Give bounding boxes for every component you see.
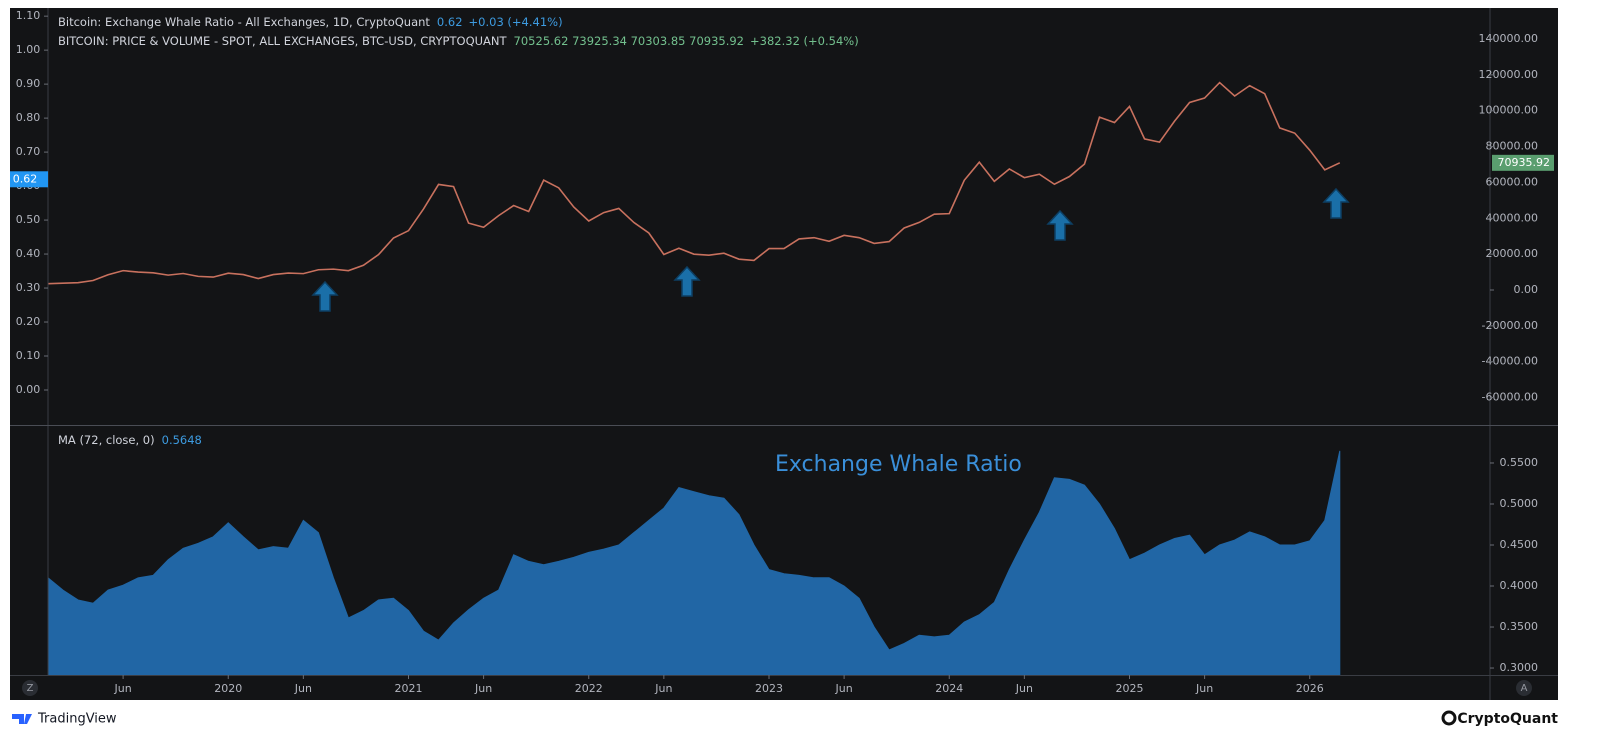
y-tick-label: 0.3000 (1500, 661, 1539, 674)
last-price-label: 70935.92 (1498, 156, 1551, 169)
y-tick-label: 0.00 (16, 383, 41, 396)
logo-icon (1441, 710, 1457, 726)
y2-tick-label: 140000.00 (1479, 32, 1539, 45)
x-tick-label: 2021 (395, 682, 423, 695)
y-tick-label: 0.4000 (1500, 579, 1539, 592)
y-tick-label: 0.50 (16, 213, 41, 226)
arrow (673, 265, 701, 297)
x-tick-label: 2024 (935, 682, 963, 695)
x-tick-label: 2020 (214, 682, 242, 695)
x-tick-label: Jun (835, 682, 853, 695)
y2-tick-label: 100000.00 (1479, 104, 1539, 117)
indicator-change: +0.03 (+4.41%) (469, 15, 563, 29)
button[interactable] (22, 680, 38, 696)
footer-left: TradingView (37, 712, 117, 727)
x-tick-label: Jun (474, 682, 492, 695)
header-line-1: Bitcoin: Exchange Whale Ratio - All Exch… (58, 15, 563, 29)
y-tick-label: 0.5500 (1500, 456, 1539, 469)
ma-value: 0.5648 (162, 433, 202, 447)
y2-tick-label: 60000.00 (1486, 175, 1539, 188)
x-tick-label: 2023 (755, 682, 783, 695)
y-tick-label: 0.30 (16, 281, 41, 294)
indicator-title: Bitcoin: Exchange Whale Ratio - All Exch… (58, 15, 430, 29)
plot-layer (47, 81, 1341, 676)
price-ohlc: 70525.62 73925.34 70303.85 70935.92 (514, 34, 744, 48)
y-tick-label: 0.80 (16, 111, 41, 124)
x-tick-label: Jun (114, 682, 132, 695)
ma-area (47, 450, 1341, 676)
button-label[interactable]: Z (27, 683, 34, 694)
y-tick-label: 0.40 (16, 247, 41, 260)
arrow (1322, 187, 1350, 219)
ma-header: MA (72, close, 0) 0.5648 (58, 433, 202, 447)
y-tick-label: 0.90 (16, 77, 41, 90)
button[interactable] (1516, 680, 1532, 696)
ma-title: MA (72, close, 0) (58, 433, 155, 447)
x-tick-label: 2022 (575, 682, 603, 695)
header-line-2: BITCOIN: PRICE & VOLUME - SPOT, ALL EXCH… (58, 34, 859, 48)
y2-tick-label: 0.00 (1514, 283, 1539, 296)
x-tick-label: 2025 (1116, 682, 1144, 695)
y-tick-label: 0.10 (16, 349, 41, 362)
tradingview-logo (12, 714, 32, 724)
y2-tick-label: 20000.00 (1486, 247, 1539, 260)
cryptoquant-logo (1441, 710, 1457, 726)
price-change: +382.32 (+0.54%) (750, 34, 859, 48)
arrow (1046, 209, 1074, 241)
y2-tick-label: 40000.00 (1486, 211, 1539, 224)
logo-icon (12, 714, 32, 724)
x-tick-label: Jun (654, 682, 672, 695)
x-tick-label: Jun (294, 682, 312, 695)
y-tick-label: 0.4500 (1500, 538, 1539, 551)
y-tick-label: 0.20 (16, 315, 41, 328)
y-tick-label: 0.3500 (1500, 620, 1539, 633)
arrows (311, 187, 1350, 312)
price-line (47, 81, 1341, 285)
y2-tick-label: -20000.00 (1482, 319, 1538, 332)
last-value-box (10, 171, 48, 188)
y-tick-label: 1.10 (16, 9, 41, 22)
indicator-value: 0.62 (437, 15, 463, 29)
annotation: Exchange Whale Ratio (775, 452, 1022, 477)
y2-tick-label: -60000.00 (1482, 391, 1538, 404)
footer-right: CryptoQuant (1457, 711, 1558, 727)
y-tick-label: 0.5000 (1500, 497, 1539, 510)
y-tick-label: 1.00 (16, 43, 41, 56)
y2-tick-label: 120000.00 (1479, 68, 1539, 81)
x-tick-label: Jun (1015, 682, 1033, 695)
y-tick-label: 0.70 (16, 145, 41, 158)
price-title: BITCOIN: PRICE & VOLUME - SPOT, ALL EXCH… (58, 34, 508, 48)
button-label[interactable]: A (1521, 683, 1528, 694)
x-tick-label: Jun (1195, 682, 1213, 695)
last-value-label: 0.62 (13, 172, 38, 185)
last-price-box (1492, 154, 1554, 171)
y2-tick-label: 80000.00 (1486, 140, 1539, 153)
arrow (311, 280, 339, 312)
y2-tick-label: -40000.00 (1482, 355, 1538, 368)
x-tick-label: 2026 (1296, 682, 1324, 695)
